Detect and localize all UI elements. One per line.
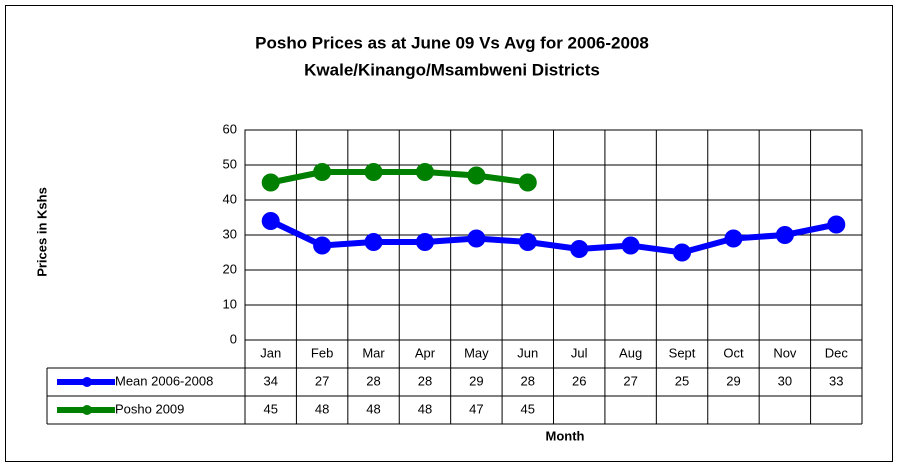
legend-marker	[82, 405, 92, 415]
y-axis-label: Prices in Kshs	[34, 187, 49, 277]
x-axis-label: Month	[546, 428, 585, 443]
table-value: 48	[315, 401, 329, 416]
legend-label: Posho 2009	[115, 401, 184, 416]
series-marker	[621, 236, 640, 255]
series-marker	[827, 215, 846, 234]
y-tick-label: 10	[223, 296, 237, 311]
x-tick-label: Aug	[619, 345, 642, 360]
table-value: 48	[366, 401, 380, 416]
series-marker	[518, 233, 537, 251]
table-value: 28	[366, 373, 380, 388]
table-value: 27	[623, 373, 637, 388]
series-marker	[313, 163, 332, 181]
x-tick-label: Jan	[260, 345, 281, 360]
legend-marker	[82, 377, 92, 387]
table-value: 48	[418, 401, 432, 416]
table-value: 45	[263, 401, 277, 416]
table-value: 33	[829, 373, 843, 388]
series-marker	[364, 163, 383, 181]
table-value: 27	[315, 373, 329, 388]
series-marker	[415, 163, 434, 181]
table-value: 25	[675, 373, 689, 388]
series-marker	[775, 226, 794, 244]
x-tick-label: Dec	[825, 345, 849, 360]
x-tick-label: Mar	[362, 345, 385, 360]
table-value: 28	[521, 373, 535, 388]
x-tick-label: Jun	[517, 345, 538, 360]
series-marker	[261, 173, 280, 192]
x-tick-label: Jul	[571, 345, 588, 360]
table-value: 29	[726, 373, 740, 388]
x-tick-label: Feb	[311, 345, 333, 360]
legend-label: Mean 2006-2008	[115, 373, 213, 388]
x-tick-label: Sept	[669, 345, 696, 360]
series-marker	[364, 233, 383, 251]
table-value: 34	[263, 373, 277, 388]
table-value: 30	[778, 373, 792, 388]
chart-title: Posho Prices as at June 09 Vs Avg for 20…	[255, 33, 649, 52]
x-tick-label: May	[464, 345, 489, 360]
y-tick-label: 40	[223, 191, 237, 206]
series-marker	[673, 243, 692, 262]
series-marker	[570, 240, 589, 258]
series-marker	[261, 212, 280, 230]
series-marker	[518, 173, 537, 192]
table-value: 45	[521, 401, 535, 416]
series-marker	[467, 166, 486, 185]
y-tick-label: 30	[223, 226, 237, 241]
x-tick-label: Apr	[415, 345, 436, 360]
series-marker	[313, 236, 332, 255]
x-tick-label: Oct	[723, 345, 744, 360]
table-value: 28	[418, 373, 432, 388]
series-marker	[467, 229, 486, 248]
table-value: 47	[469, 401, 483, 416]
table-value: 29	[469, 373, 483, 388]
x-tick-label: Nov	[773, 345, 797, 360]
table-value: 26	[572, 373, 586, 388]
series-marker	[724, 229, 743, 248]
y-tick-label: 60	[223, 121, 237, 136]
chart-subtitle: Kwale/Kinango/Msambweni Districts	[304, 60, 600, 79]
y-tick-label: 0	[230, 331, 237, 346]
series-marker	[415, 233, 434, 251]
y-tick-label: 20	[223, 261, 237, 276]
y-tick-label: 50	[223, 156, 237, 171]
